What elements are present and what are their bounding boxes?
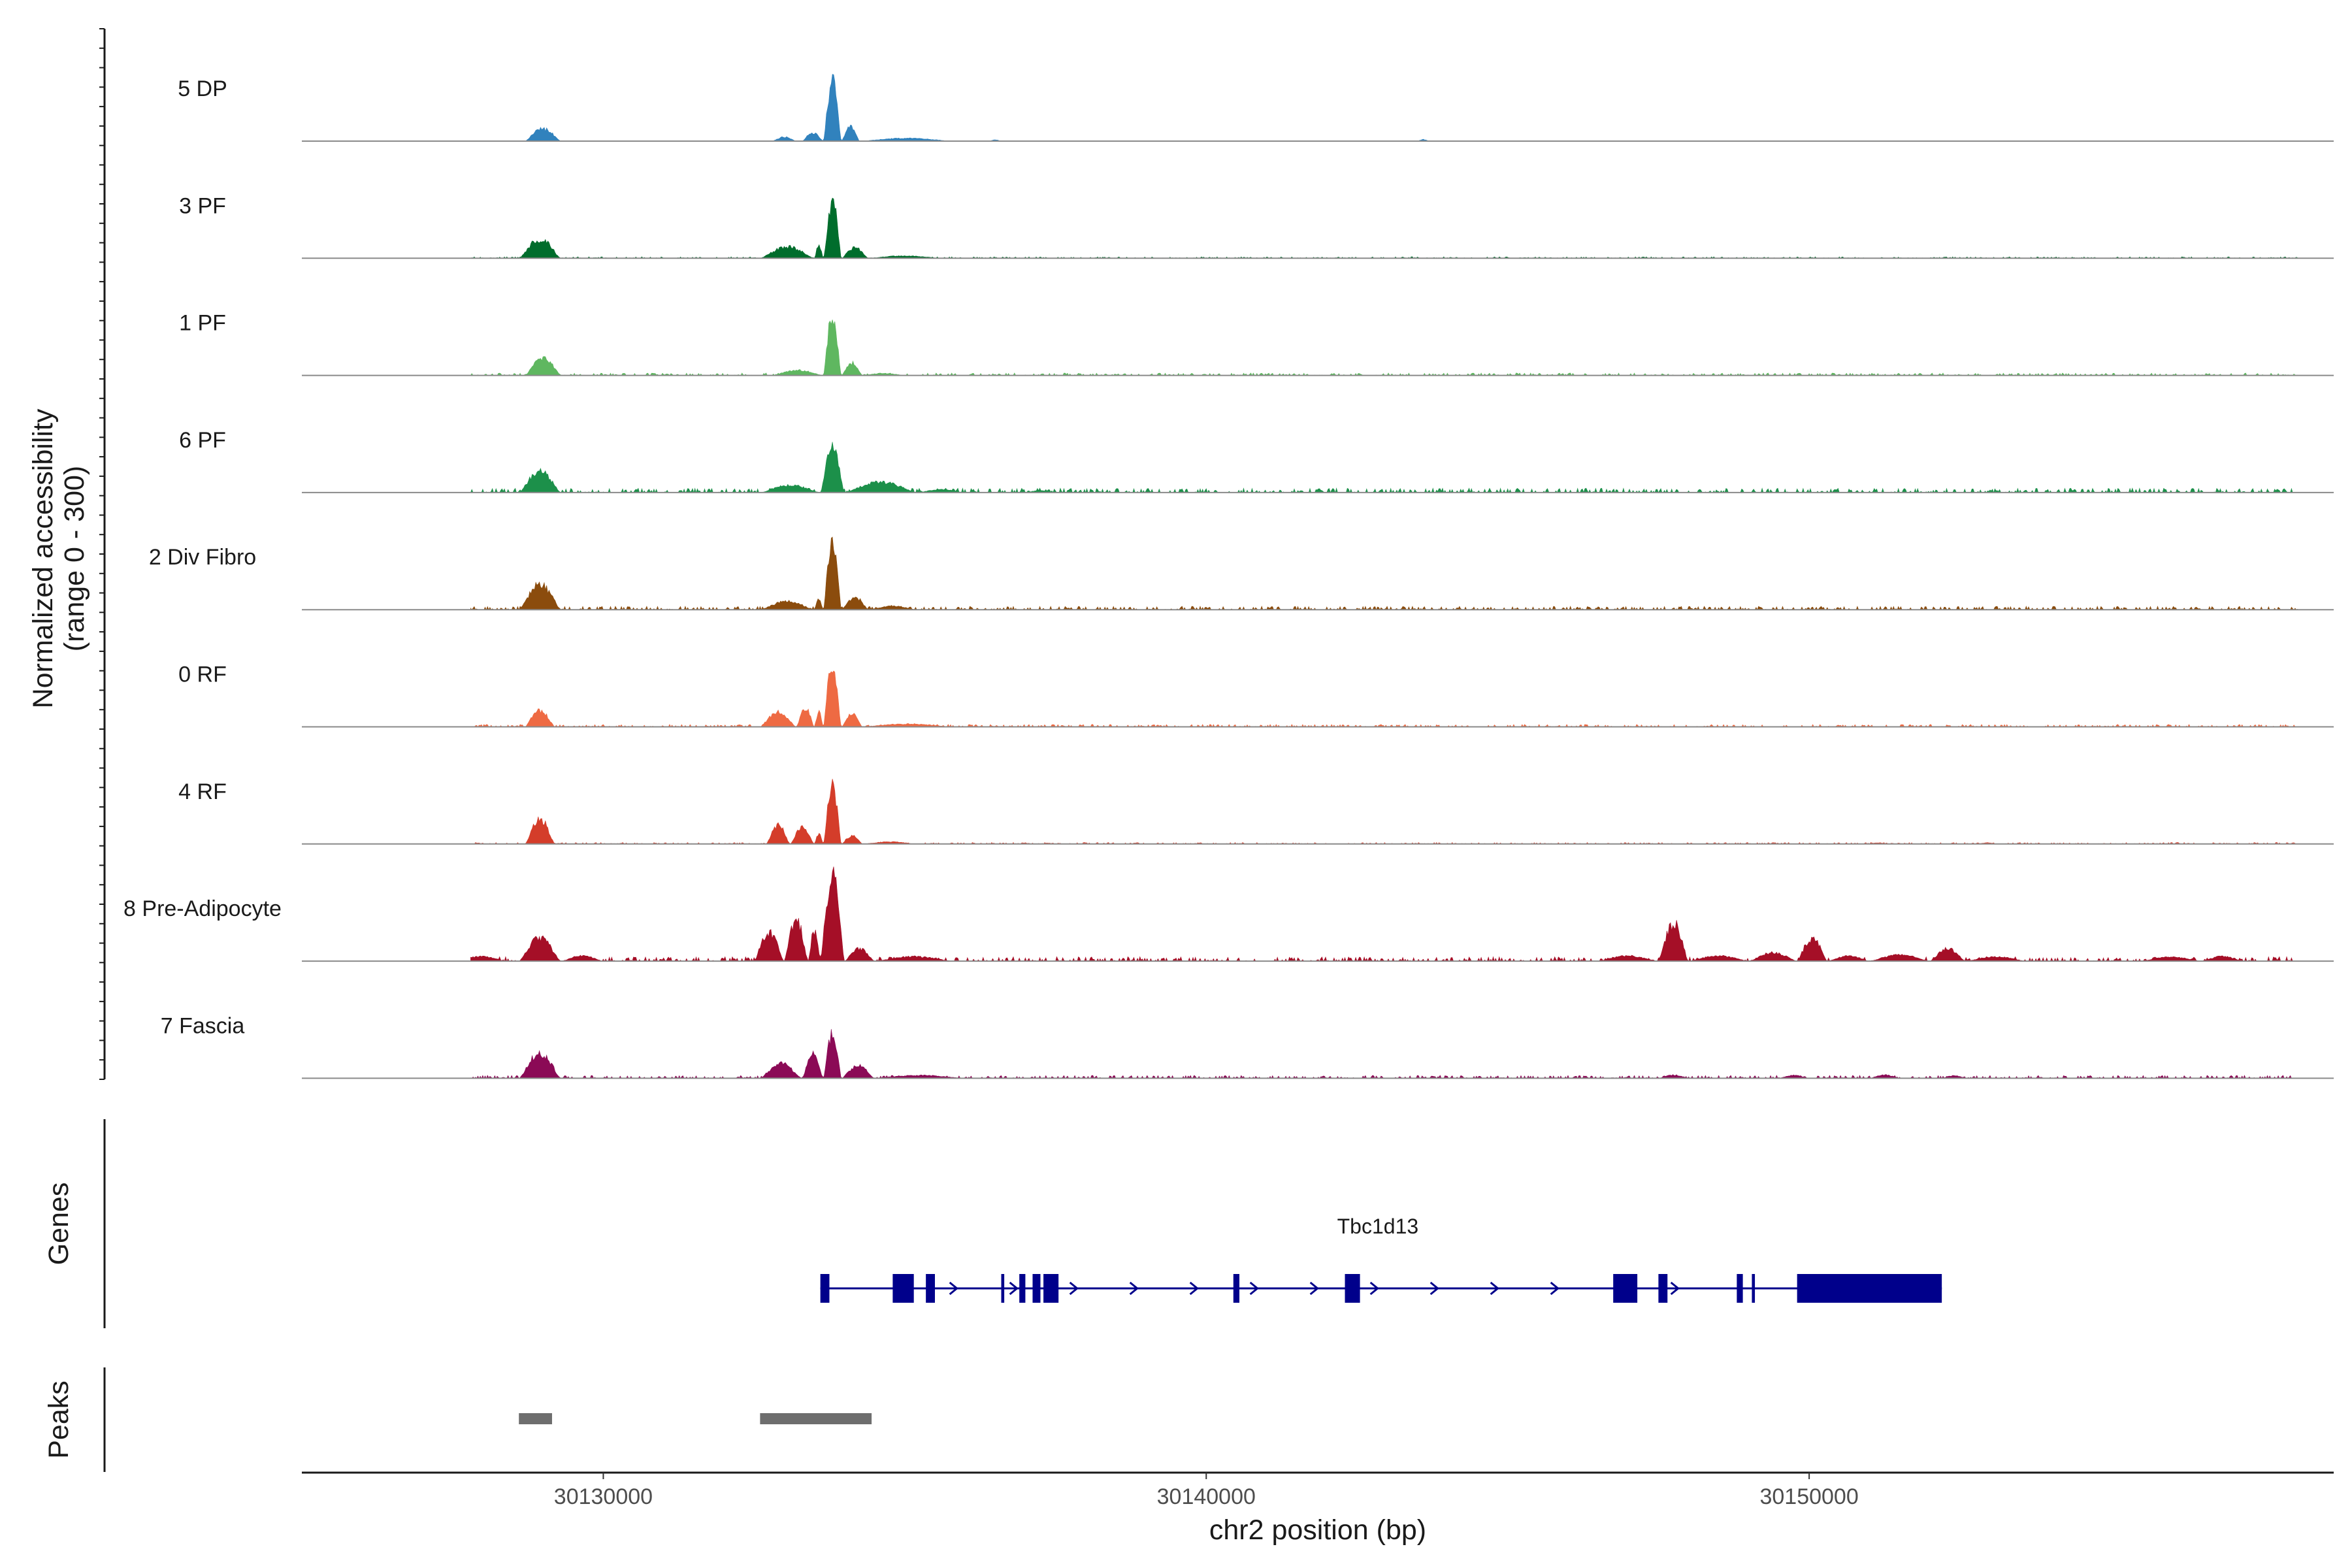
peaks-panel-title: Peaks — [43, 1380, 74, 1459]
strand-arrow — [1490, 1281, 1500, 1296]
track-0-rf: 0 RF — [178, 662, 2334, 728]
peaks-panel — [103, 1367, 872, 1472]
strand-arrow — [1369, 1281, 1380, 1296]
track-label: 3 PF — [179, 193, 226, 218]
track-signal — [470, 670, 2298, 728]
track-signal — [470, 536, 2298, 611]
y-axis-title: Normalized accessibility — [27, 408, 59, 708]
track-signal — [470, 197, 2298, 259]
track-label: 2 Div Fibro — [149, 545, 256, 570]
track-8-pre-adipocyte: 8 Pre-Adipocyte — [123, 866, 2334, 962]
gene-exon — [1737, 1274, 1743, 1303]
gene-exon — [1032, 1274, 1041, 1303]
track-label: 8 Pre-Adipocyte — [123, 896, 282, 921]
gene-exon — [820, 1274, 830, 1303]
strand-arrow — [1009, 1281, 1019, 1296]
strand-arrow — [1550, 1281, 1560, 1296]
gene-exon — [1233, 1274, 1240, 1303]
track-signal — [470, 1029, 2298, 1079]
track-5-dp: 5 DP — [178, 74, 2334, 142]
track-signal — [470, 779, 2298, 845]
track-6-pf: 6 PF — [179, 428, 2334, 493]
strand-arrow — [949, 1281, 959, 1296]
gene-exon — [1752, 1274, 1756, 1303]
track-label: 6 PF — [179, 428, 226, 453]
track-2-div-fibro: 2 Div Fibro — [149, 536, 2334, 611]
track-signal — [470, 442, 2298, 493]
gene-exon — [1797, 1274, 1942, 1303]
gene-exon — [1658, 1274, 1668, 1303]
track-label: 5 DP — [178, 76, 227, 101]
strand-arrow — [1429, 1281, 1440, 1296]
track-signal — [470, 74, 2298, 142]
coverage-tracks: 5 DP 3 PF 1 PF 6 PF 2 Div Fibro 0 RF 4 RF 8 Pre… — [123, 74, 2334, 1079]
gene-exon — [1345, 1274, 1360, 1303]
gene-exon — [1613, 1274, 1638, 1303]
genes-panel: Tbc1d13 — [103, 1119, 1942, 1328]
strand-arrow — [1189, 1281, 1200, 1296]
gene-tbc1d13: Tbc1d13 — [820, 1215, 1942, 1303]
track-label: 7 Fascia — [161, 1013, 245, 1038]
y-axis-range-label: (range 0 - 300) — [59, 466, 90, 651]
track-label: 1 PF — [179, 311, 226, 336]
track-3-pf: 3 PF — [179, 193, 2334, 259]
gene-exon — [1001, 1274, 1005, 1303]
gene-exon — [892, 1274, 914, 1303]
coverage-y-axis — [99, 28, 106, 1080]
strand-arrow — [1249, 1281, 1260, 1296]
x-tick-label: 30150000 — [1759, 1484, 1858, 1509]
strand-arrow — [1670, 1281, 1680, 1296]
gene-exon — [1019, 1274, 1026, 1303]
track-label: 4 RF — [178, 779, 227, 804]
strand-arrow — [1129, 1281, 1139, 1296]
x-axis-title: chr2 position (bp) — [1209, 1514, 1426, 1546]
track-label: 0 RF — [178, 662, 227, 687]
x-tick-label: 30140000 — [1157, 1484, 1256, 1509]
strand-arrow — [1309, 1281, 1320, 1296]
gene-label: Tbc1d13 — [1337, 1215, 1419, 1238]
gene-exon — [926, 1274, 935, 1303]
peak-region — [760, 1413, 872, 1424]
track-4-rf: 4 RF — [178, 779, 2334, 845]
x-tick-label: 30130000 — [554, 1484, 653, 1509]
track-signal — [470, 319, 2298, 376]
x-axis: 30130000 30140000 30150000 — [302, 1471, 2334, 1509]
track-1-pf: 1 PF — [179, 311, 2334, 376]
genes-panel-title: Genes — [43, 1183, 74, 1266]
strand-arrow — [1069, 1281, 1079, 1296]
track-7-fascia: 7 Fascia — [161, 1013, 2334, 1079]
track-signal — [470, 866, 2298, 962]
gene-exon — [1043, 1274, 1059, 1303]
peak-region — [519, 1413, 552, 1424]
